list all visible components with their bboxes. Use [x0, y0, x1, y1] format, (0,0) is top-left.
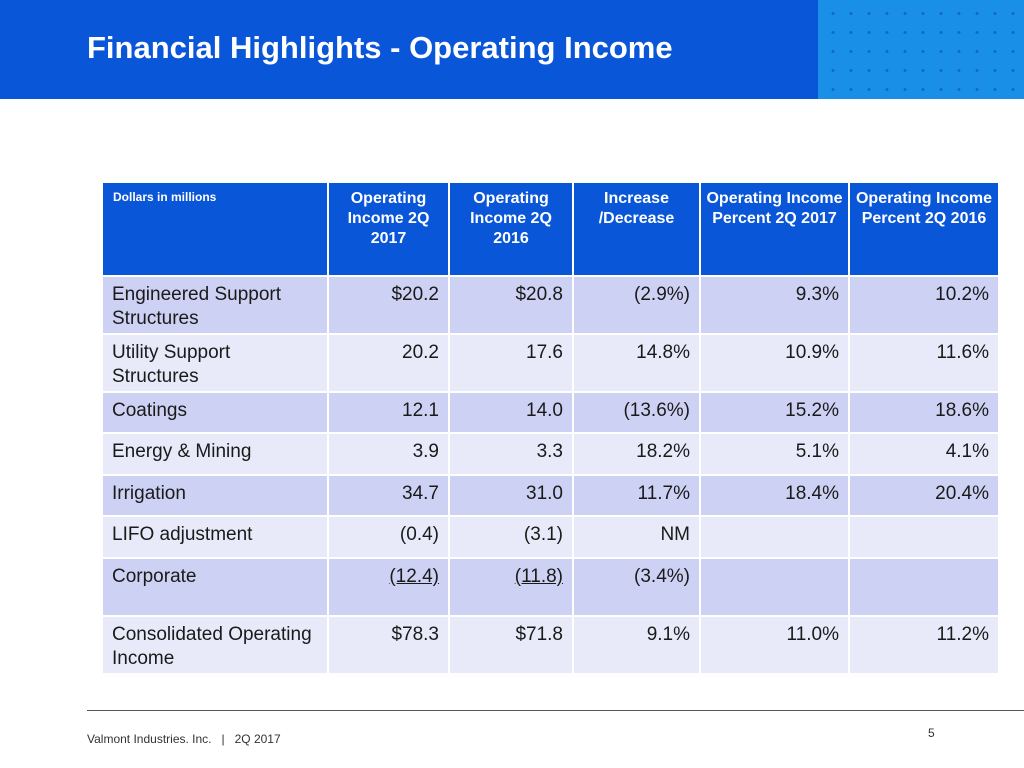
cell-value: 10.2%	[848, 275, 1000, 335]
table-row: Utility Support Structures 20.2 17.6 14.…	[101, 333, 1000, 393]
footer-text: Valmont Industries. Inc. | 2Q 2017	[87, 732, 281, 746]
footer-divider	[87, 710, 1024, 711]
cell-value: 10.9%	[699, 333, 850, 393]
row-label: Coatings	[101, 391, 329, 434]
units-label: Dollars in millions	[101, 181, 329, 277]
col-header-oi-2q2016: Operating Income 2Q 2016	[448, 181, 574, 277]
cell-value: 3.3	[448, 432, 574, 476]
cell-value: 12.1	[327, 391, 450, 434]
cell-value: 18.6%	[848, 391, 1000, 434]
cell-value: 11.6%	[848, 333, 1000, 393]
cell-value: $78.3	[327, 615, 450, 675]
cell-value: 11.2%	[848, 615, 1000, 675]
cell-value: (11.8)	[448, 557, 574, 617]
cell-value: 18.4%	[699, 474, 850, 517]
cell-value: (3.4%)	[572, 557, 701, 617]
row-label: Engineered Support Structures	[101, 275, 329, 335]
header-dot-pattern	[818, 0, 1024, 99]
cell-value: (0.4)	[327, 515, 450, 559]
slide-title: Financial Highlights - Operating Income	[87, 30, 673, 65]
cell-value: 18.2%	[572, 432, 701, 476]
table-header-row: Dollars in millions Operating Income 2Q …	[101, 181, 1000, 277]
cell-value: NM	[572, 515, 701, 559]
cell-value	[848, 557, 1000, 617]
col-header-oi-percent-2q2017: Operating Income Percent 2Q 2017	[699, 181, 850, 277]
cell-value: 9.3%	[699, 275, 850, 335]
cell-value: 4.1%	[848, 432, 1000, 476]
cell-value: (3.1)	[448, 515, 574, 559]
cell-value: 31.0	[448, 474, 574, 517]
col-header-oi-2q2017: Operating Income 2Q 2017	[327, 181, 450, 277]
table-row: LIFO adjustment (0.4) (3.1) NM	[101, 515, 1000, 559]
row-label: Energy & Mining	[101, 432, 329, 476]
operating-income-table: Dollars in millions Operating Income 2Q …	[101, 181, 1000, 675]
cell-value: (12.4)	[327, 557, 450, 617]
cell-value: $71.8	[448, 615, 574, 675]
cell-value: 11.0%	[699, 615, 850, 675]
row-label: Corporate	[101, 557, 329, 617]
cell-value: 3.9	[327, 432, 450, 476]
row-label: LIFO adjustment	[101, 515, 329, 559]
row-label: Utility Support Structures	[101, 333, 329, 393]
cell-value: 20.4%	[848, 474, 1000, 517]
cell-value: 34.7	[327, 474, 450, 517]
cell-value: 20.2	[327, 333, 450, 393]
table-row-total: Consolidated Operating Income $78.3 $71.…	[101, 615, 1000, 675]
underlined-value: (12.4)	[389, 566, 439, 587]
cell-value	[699, 515, 850, 559]
cell-value: 11.7%	[572, 474, 701, 517]
cell-value: 17.6	[448, 333, 574, 393]
cell-value: 14.8%	[572, 333, 701, 393]
table-row: Irrigation 34.7 31.0 11.7% 18.4% 20.4%	[101, 474, 1000, 517]
cell-value: $20.8	[448, 275, 574, 335]
row-label: Irrigation	[101, 474, 329, 517]
col-header-increase-decrease: Increase /Decrease	[572, 181, 701, 277]
cell-value	[848, 515, 1000, 559]
cell-value: 14.0	[448, 391, 574, 434]
cell-value: 5.1%	[699, 432, 850, 476]
col-header-oi-percent-2q2016: Operating Income Percent 2Q 2016	[848, 181, 1000, 277]
cell-value	[699, 557, 850, 617]
cell-value: 9.1%	[572, 615, 701, 675]
row-label: Consolidated Operating Income	[101, 615, 329, 675]
table-row: Coatings 12.1 14.0 (13.6%) 15.2% 18.6%	[101, 391, 1000, 434]
table-row: Engineered Support Structures $20.2 $20.…	[101, 275, 1000, 335]
cell-value: 15.2%	[699, 391, 850, 434]
page-number: 5	[928, 726, 935, 740]
table-row: Energy & Mining 3.9 3.3 18.2% 5.1% 4.1%	[101, 432, 1000, 476]
cell-value: $20.2	[327, 275, 450, 335]
cell-value: (13.6%)	[572, 391, 701, 434]
cell-value: (2.9%)	[572, 275, 701, 335]
table-row: Corporate (12.4) (11.8) (3.4%)	[101, 557, 1000, 617]
underlined-value: (11.8)	[514, 566, 563, 587]
